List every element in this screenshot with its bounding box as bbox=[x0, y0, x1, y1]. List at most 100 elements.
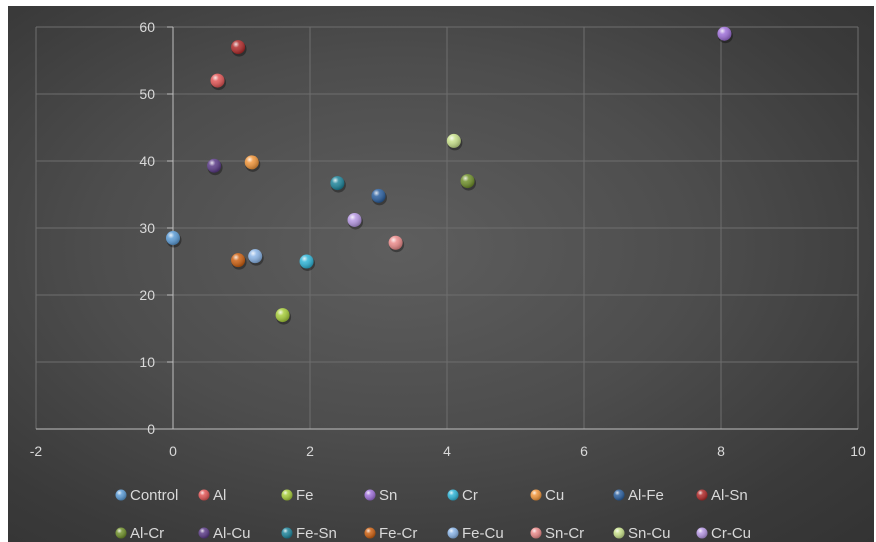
data-point bbox=[717, 26, 733, 44]
data-point bbox=[299, 254, 316, 271]
data-point bbox=[446, 133, 463, 151]
legend-label: Sn-Cu bbox=[628, 525, 671, 542]
data-point bbox=[244, 155, 261, 172]
x-tick-label: 2 bbox=[306, 443, 314, 459]
legend-entry: Sn-Cu bbox=[613, 525, 671, 542]
point-highlight bbox=[275, 308, 290, 323]
gridlines bbox=[35, 26, 859, 429]
y-tick-label: 50 bbox=[139, 86, 155, 102]
legend-swatch-highlight bbox=[447, 489, 459, 501]
y-tick-label: 40 bbox=[139, 153, 155, 169]
legend-swatch-highlight bbox=[613, 527, 625, 539]
point-highlight bbox=[166, 231, 180, 246]
point-highlight bbox=[446, 133, 461, 148]
legend-entry: Control bbox=[115, 487, 178, 504]
point-highlight bbox=[231, 253, 246, 268]
legend-label: Cr bbox=[462, 487, 478, 504]
data-point bbox=[275, 308, 292, 325]
legend-label: Cu bbox=[545, 487, 564, 504]
legend-entry: Fe-Sn bbox=[281, 525, 337, 542]
point-highlight bbox=[330, 176, 345, 191]
point-highlight bbox=[207, 158, 222, 173]
legend-swatch-highlight bbox=[530, 489, 542, 501]
legend-entry: Fe bbox=[281, 487, 314, 504]
legend-entry: Al bbox=[198, 487, 226, 504]
point-highlight bbox=[347, 212, 362, 227]
scatter-chart: 0 10 20 30 40 50 60 -2 0 2 4 6 8 10 Control Al Fe Sn Cr Cu… bbox=[30, 19, 866, 542]
y-tick-label: 20 bbox=[139, 287, 155, 303]
data-points bbox=[166, 26, 733, 325]
legend-label: Al-Fe bbox=[628, 487, 664, 504]
legend-entry: Fe-Cu bbox=[447, 525, 504, 542]
data-point bbox=[388, 235, 405, 253]
point-highlight bbox=[210, 73, 225, 88]
chart-area: 0 10 20 30 40 50 60 -2 0 2 4 6 8 10 Control Al Fe Sn Cr Cu… bbox=[8, 6, 874, 542]
legend-swatch-highlight bbox=[696, 489, 708, 501]
legend-entry: Cu bbox=[530, 487, 564, 504]
legend-swatch-highlight bbox=[198, 527, 210, 539]
legend-swatch-highlight bbox=[364, 527, 376, 539]
legend: Control Al Fe Sn Cr Cu Al-Fe Al-Sn Al-Cr Al-Cu Fe-… bbox=[115, 487, 751, 542]
point-highlight bbox=[231, 40, 246, 55]
point-highlight bbox=[299, 254, 314, 269]
data-point bbox=[166, 231, 182, 248]
x-tick-label: 10 bbox=[850, 443, 866, 459]
legend-swatch-highlight bbox=[281, 527, 293, 539]
data-point bbox=[231, 253, 247, 270]
legend-swatch-highlight bbox=[364, 489, 376, 501]
legend-swatch-highlight bbox=[115, 527, 127, 539]
legend-label: Al-Cu bbox=[213, 525, 251, 542]
legend-entry: Fe-Cr bbox=[364, 525, 417, 542]
legend-entry: Al-Cu bbox=[198, 525, 251, 542]
data-point bbox=[231, 40, 247, 57]
legend-swatch-highlight bbox=[447, 527, 459, 539]
tick-labels: 0 10 20 30 40 50 60 -2 0 2 4 6 8 10 bbox=[30, 19, 866, 459]
legend-entry: Sn bbox=[364, 487, 397, 504]
axes bbox=[36, 26, 858, 430]
data-point bbox=[347, 212, 364, 230]
legend-entry: Cr-Cu bbox=[696, 525, 751, 542]
legend-entry: Al-Cr bbox=[115, 525, 164, 542]
x-tick-label: 8 bbox=[717, 443, 725, 459]
point-highlight bbox=[460, 174, 475, 189]
y-tick-label: 0 bbox=[147, 421, 155, 437]
legend-label: Fe-Cr bbox=[379, 525, 417, 542]
x-tick-label: 4 bbox=[443, 443, 451, 459]
data-point bbox=[248, 249, 264, 266]
y-tick-label: 60 bbox=[139, 19, 155, 35]
data-point bbox=[371, 188, 387, 206]
legend-label: Cr-Cu bbox=[711, 525, 751, 542]
y-tick-label: 10 bbox=[139, 354, 155, 370]
data-point bbox=[210, 73, 227, 91]
legend-swatch-highlight bbox=[281, 489, 293, 501]
y-tick-label: 30 bbox=[139, 220, 155, 236]
data-point bbox=[330, 176, 346, 193]
point-highlight bbox=[717, 26, 732, 41]
legend-label: Al-Sn bbox=[711, 487, 748, 504]
point-highlight bbox=[388, 235, 403, 250]
legend-swatch-highlight bbox=[115, 489, 127, 501]
legend-swatch-highlight bbox=[530, 527, 542, 539]
x-tick-label: 0 bbox=[169, 443, 177, 459]
legend-label: Sn-Cr bbox=[545, 525, 584, 542]
legend-entry: Al-Sn bbox=[696, 487, 748, 504]
data-point bbox=[207, 158, 223, 176]
legend-entry: Al-Fe bbox=[613, 487, 664, 504]
legend-label: Fe bbox=[296, 487, 314, 504]
x-tick-label: 6 bbox=[580, 443, 588, 459]
legend-label: Al-Cr bbox=[130, 525, 164, 542]
point-highlight bbox=[244, 155, 259, 170]
legend-label: Fe-Sn bbox=[296, 525, 337, 542]
legend-label: Sn bbox=[379, 487, 397, 504]
legend-swatch-highlight bbox=[696, 527, 708, 539]
x-tick-label: -2 bbox=[30, 443, 43, 459]
legend-swatch-highlight bbox=[613, 489, 625, 501]
legend-label: Control bbox=[130, 487, 178, 504]
point-highlight bbox=[248, 249, 263, 264]
data-point bbox=[460, 174, 477, 191]
legend-entry: Sn-Cr bbox=[530, 525, 584, 542]
point-highlight bbox=[371, 188, 386, 203]
legend-swatch-highlight bbox=[198, 489, 210, 501]
legend-label: Al bbox=[213, 487, 226, 504]
